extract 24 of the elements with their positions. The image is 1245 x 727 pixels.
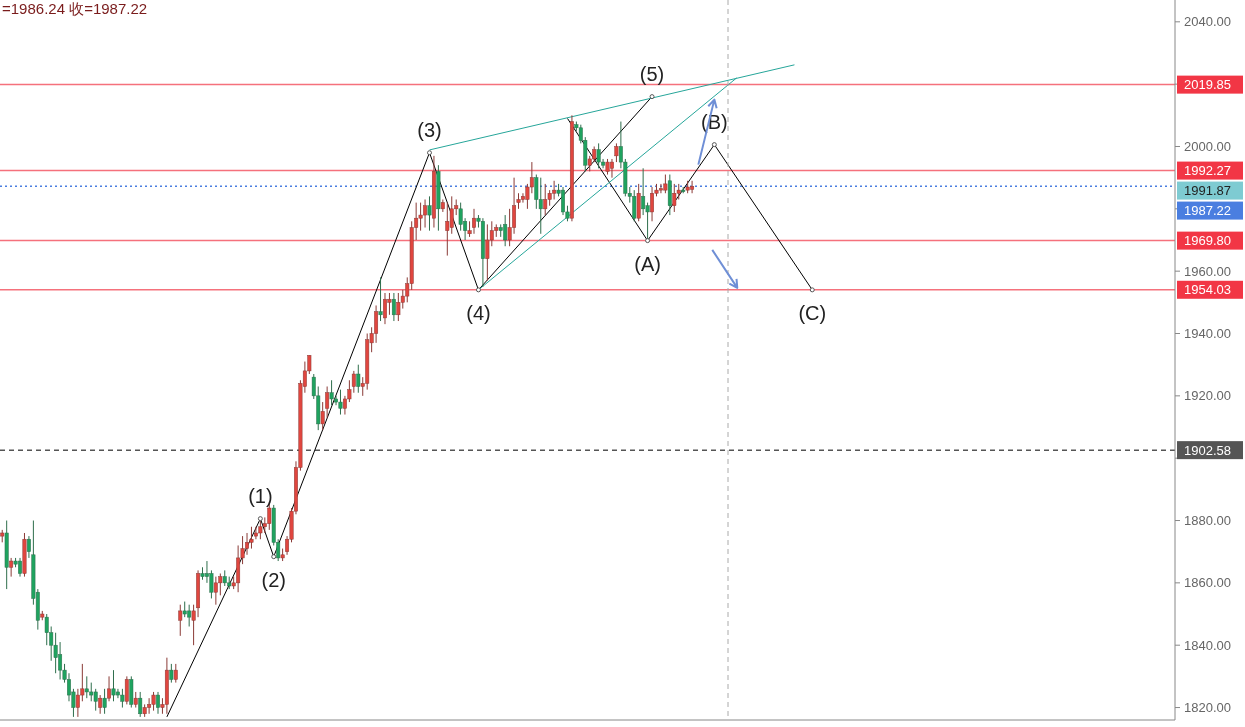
ref-line-label: 1987.22 [1184,203,1231,219]
text: 1991.87 [1184,183,1231,199]
ref-line-label: 1954.03 [1184,282,1231,298]
y-tick-label: 1880.00 [1184,513,1231,529]
y-tick-label: 2000.00 [1184,139,1231,155]
y-tick-label: 2040.00 [1184,14,1231,30]
y-tick-label: 1940.00 [1184,326,1231,342]
annotation: (C) [798,301,827,324]
annotation: (A) [634,252,661,275]
annotation: =1986.24 收=1987.22 [2,0,148,17]
annotation: (4) [466,301,491,324]
y-tick-label: 1840.00 [1184,637,1231,653]
annotation: (2) [261,568,286,591]
annotation: (5) [639,62,665,85]
y-tick-label: 1960.00 [1184,263,1231,279]
ref-line-label: 2019.85 [1184,77,1231,93]
ref-line-label: 1969.80 [1184,233,1231,249]
y-tick-label: 1820.00 [1184,700,1231,716]
y-tick-label: 1860.00 [1184,575,1231,591]
annotation: (1) [248,484,273,507]
y-tick-label: 1920.00 [1184,388,1231,404]
ref-line-label: 1902.58 [1184,442,1231,458]
ref-line-label: 1992.27 [1184,163,1231,179]
annotation: (3) [417,118,442,141]
